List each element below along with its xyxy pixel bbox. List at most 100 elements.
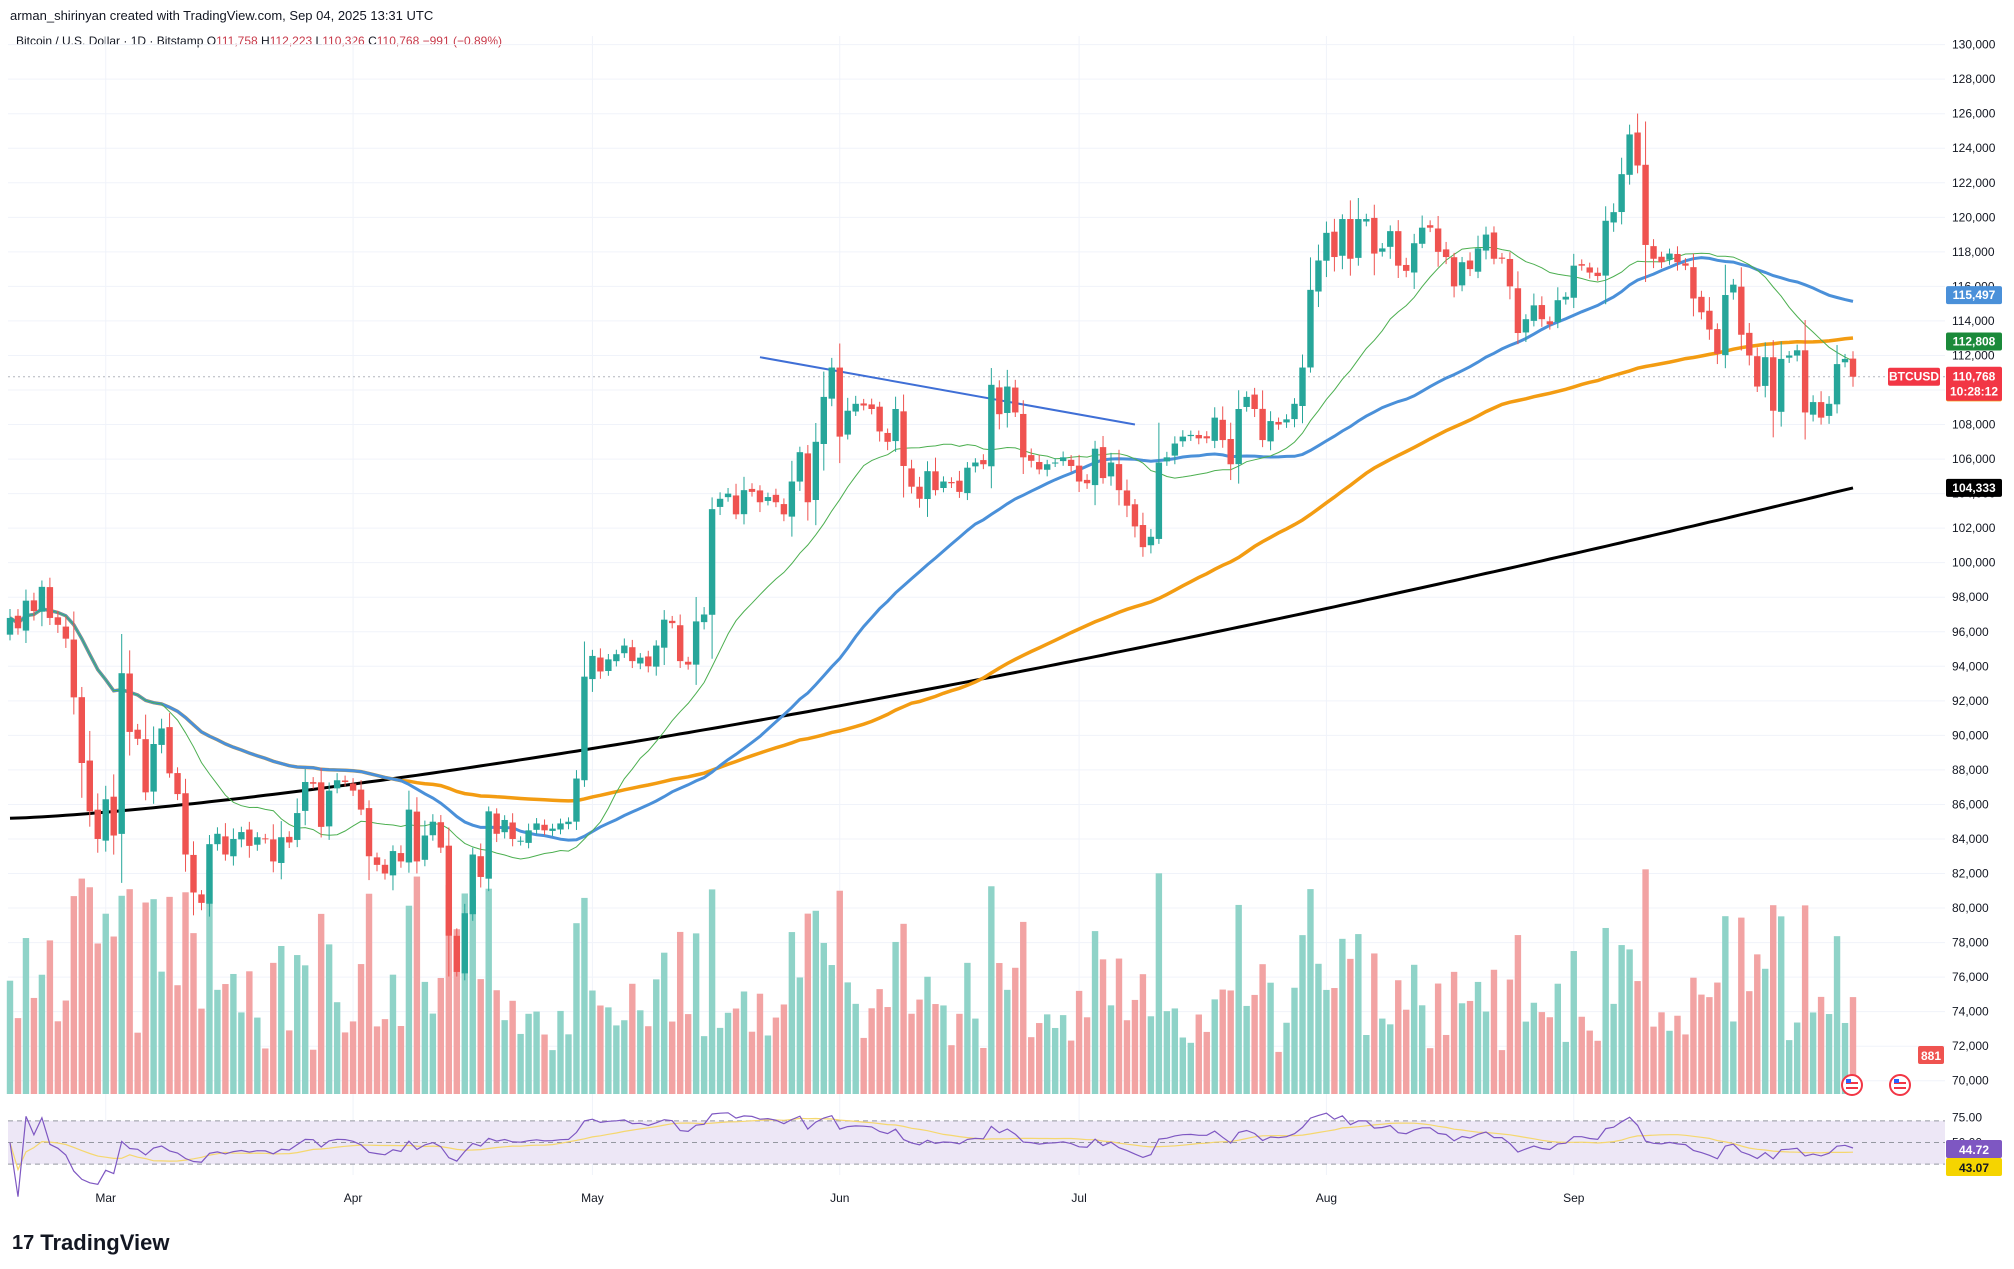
candle-body xyxy=(1243,396,1250,407)
ma100-line xyxy=(9,336,1854,803)
volume-bar xyxy=(812,910,820,1094)
candle-body xyxy=(740,490,748,515)
volume-bar xyxy=(1594,1040,1601,1094)
candle-body xyxy=(549,828,556,831)
price-tick-label: 80,000 xyxy=(1952,901,1989,915)
volume-bar xyxy=(278,946,285,1094)
month-label: Apr xyxy=(344,1191,363,1205)
candle-body xyxy=(581,676,588,781)
price-tick-label: 74,000 xyxy=(1952,1005,1989,1019)
candle-body xyxy=(852,403,859,412)
candle-body xyxy=(645,656,652,667)
volume-bar xyxy=(1355,934,1362,1094)
candle-body xyxy=(1777,358,1785,412)
candle-body xyxy=(1067,459,1075,466)
candle-body xyxy=(182,793,189,855)
volume-bar xyxy=(325,944,333,1094)
candle-body xyxy=(373,857,381,865)
candle-body xyxy=(1371,217,1378,254)
volume-bar xyxy=(884,1007,891,1094)
volume-bar xyxy=(54,1021,62,1094)
volume-badge: 881 xyxy=(1921,1049,1941,1063)
volume-bar xyxy=(301,965,309,1094)
volume-bar xyxy=(405,905,413,1094)
candle-body xyxy=(812,441,820,501)
volume-bar xyxy=(493,990,500,1094)
candle-body xyxy=(485,811,492,879)
us-flag-icon xyxy=(1841,1074,1863,1096)
candle-body xyxy=(1163,457,1171,462)
candle-body xyxy=(246,829,253,846)
volume-bar xyxy=(637,1010,644,1094)
volume-bar xyxy=(1331,988,1338,1094)
volume-bar xyxy=(246,971,253,1094)
volume-bar xyxy=(365,893,373,1094)
volume-bar xyxy=(940,1005,947,1094)
volume-bar xyxy=(1570,951,1577,1094)
volume-bar xyxy=(549,1050,556,1094)
price-badge: 110,768 xyxy=(1953,370,1996,384)
candle-body xyxy=(788,481,796,517)
volume-bar xyxy=(357,964,365,1094)
candle-body xyxy=(1626,134,1633,175)
volume-bar xyxy=(1690,977,1697,1094)
candle-body xyxy=(1331,231,1338,258)
volume-bar xyxy=(1067,1040,1075,1094)
candle-body xyxy=(1043,464,1051,470)
candle-body xyxy=(517,840,524,842)
volume-bar xyxy=(748,1031,756,1094)
candle-body xyxy=(676,625,684,662)
volume-bar xyxy=(126,889,133,1094)
candle-body xyxy=(70,639,78,698)
volume-bar xyxy=(1522,1021,1530,1094)
volume-bar xyxy=(158,971,165,1094)
volume-bar xyxy=(1315,963,1322,1094)
volume-bar xyxy=(1099,959,1107,1094)
candle-body xyxy=(1490,232,1498,259)
volume-bar xyxy=(214,989,221,1094)
volume-bar xyxy=(22,938,30,1094)
candle-body xyxy=(1434,228,1442,252)
volume-bar xyxy=(1163,1011,1171,1094)
candle-body xyxy=(1522,319,1530,333)
candle-body xyxy=(908,468,915,487)
volume-bar xyxy=(956,1013,963,1094)
candle-body xyxy=(1634,132,1641,166)
volume-bar xyxy=(1371,953,1378,1094)
volume-bar xyxy=(1211,999,1218,1094)
volume-bar xyxy=(1091,931,1099,1094)
candle-body xyxy=(964,467,971,494)
volume-bar xyxy=(1012,967,1019,1094)
candle-body xyxy=(1594,272,1601,277)
candle-body xyxy=(940,481,947,488)
candle-body xyxy=(1059,457,1067,462)
volume-bar xyxy=(1131,999,1139,1094)
volume-bar xyxy=(780,1004,788,1094)
rsi-tick-label: 75.00 xyxy=(1952,1111,1982,1125)
candle-body xyxy=(1466,260,1474,270)
volume-bar xyxy=(1179,1037,1187,1094)
candle-body xyxy=(477,856,484,877)
volume-bar xyxy=(333,1002,341,1094)
candle-body xyxy=(270,839,277,862)
volume-bar xyxy=(1123,1020,1131,1094)
volume-bar xyxy=(1387,1024,1394,1094)
volume-bar xyxy=(1020,921,1027,1094)
candle-body xyxy=(1187,434,1194,437)
candle-body xyxy=(1275,421,1282,425)
volume-bar xyxy=(557,1010,564,1094)
month-label: Jun xyxy=(830,1191,849,1205)
volume-bar xyxy=(238,1012,245,1094)
volume-bar xyxy=(1602,927,1609,1094)
volume-bar xyxy=(1793,1022,1801,1094)
volume-bar xyxy=(262,1048,269,1094)
candle-body xyxy=(150,744,157,792)
volume-bar xyxy=(716,1027,724,1094)
candle-body xyxy=(126,673,133,732)
candle-body xyxy=(1809,402,1817,415)
candle-body xyxy=(1115,464,1123,491)
candle-body xyxy=(413,811,421,862)
volume-bar xyxy=(828,965,835,1094)
volume-bar xyxy=(1059,1015,1067,1094)
